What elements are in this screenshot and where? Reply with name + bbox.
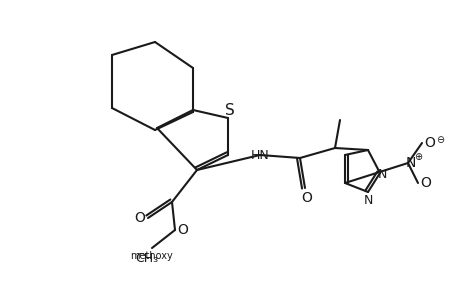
Text: O: O: [424, 136, 435, 150]
Text: CH₃: CH₃: [135, 251, 158, 265]
Text: ⊕: ⊕: [413, 152, 421, 162]
Text: S: S: [224, 103, 235, 118]
Text: N: N: [363, 194, 372, 206]
Text: N: N: [405, 156, 415, 170]
Text: ⊖: ⊖: [435, 135, 443, 145]
Text: HN: HN: [250, 148, 269, 161]
Text: N: N: [376, 169, 386, 182]
Text: methoxy: methoxy: [130, 251, 173, 261]
Text: O: O: [301, 191, 312, 205]
Text: O: O: [134, 211, 145, 225]
Text: O: O: [177, 223, 188, 237]
Text: O: O: [420, 176, 431, 190]
